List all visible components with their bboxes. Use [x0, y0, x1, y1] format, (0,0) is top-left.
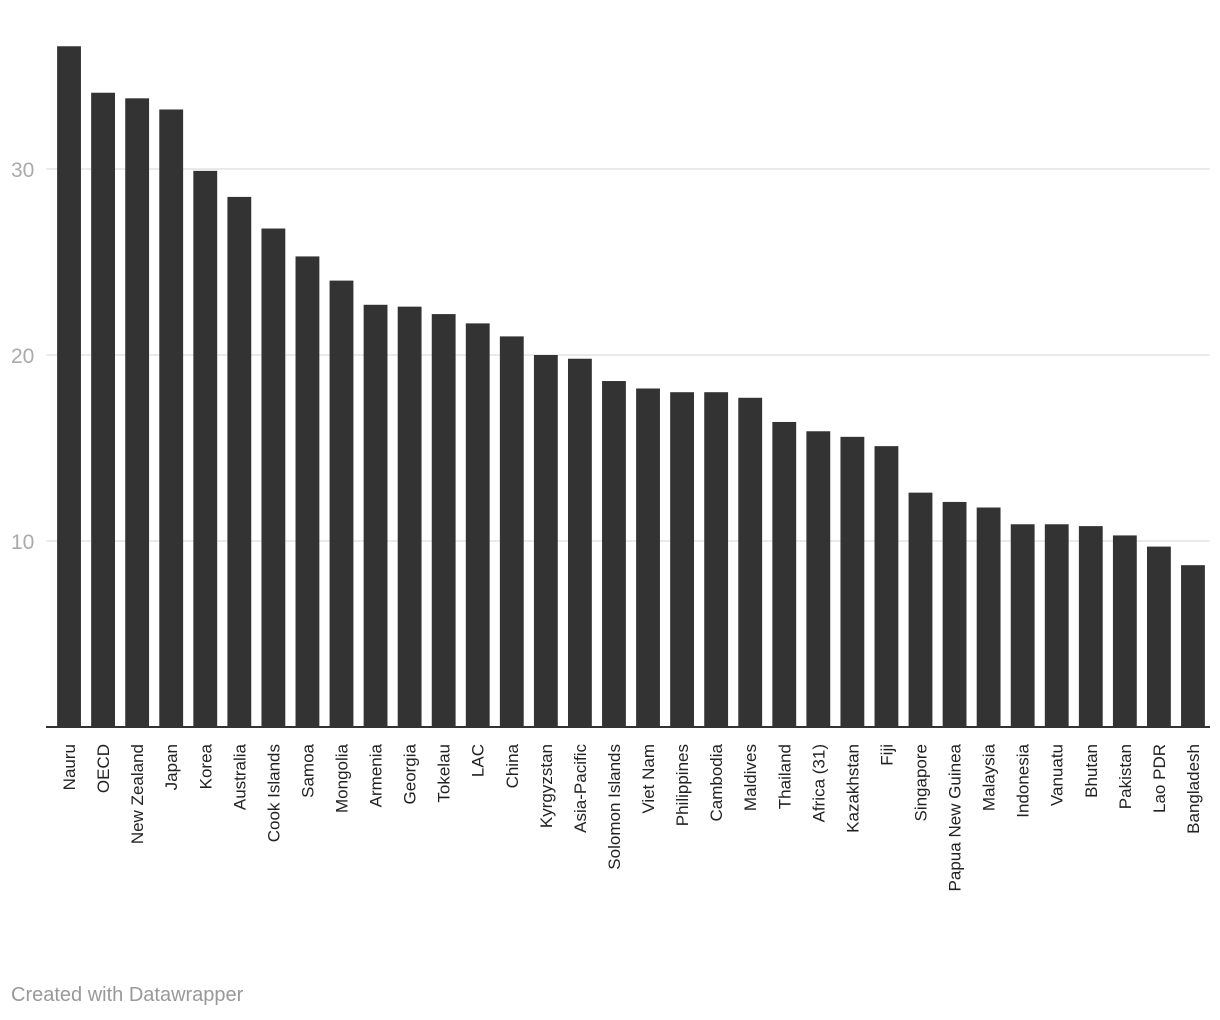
x-tick-label: Indonesia: [1014, 743, 1033, 817]
bar-armenia: [363, 304, 388, 727]
x-tick-label: Samoa: [298, 743, 317, 797]
x-tick-label: Mongolia: [333, 743, 352, 813]
bar-china: [499, 336, 524, 727]
bar-georgia: [397, 306, 422, 727]
bar-lao-pdr: [1146, 546, 1171, 727]
x-tick-label: Thailand: [775, 744, 794, 809]
bar-samoa: [295, 256, 320, 727]
bar-bhutan: [1078, 526, 1103, 727]
y-tick-label: 30: [11, 159, 34, 182]
bar-maldives: [738, 397, 763, 727]
y-tick-label: 10: [11, 531, 34, 554]
bar-australia: [227, 196, 252, 727]
bar-indonesia: [1010, 524, 1035, 727]
bar-asia-pacific: [567, 358, 592, 727]
x-tick-label: Singapore: [912, 744, 931, 822]
bar-kazakhstan: [840, 436, 865, 727]
bar-solomon-islands: [602, 381, 626, 727]
bar-chart: 10 20 30 Nauru OECD New Zealand Japan Korea Aus…: [11, 46, 1210, 891]
x-tick-label: Fiji: [877, 744, 896, 766]
x-tick-label: LAC: [469, 744, 488, 777]
bar-philippines: [670, 392, 695, 727]
bar-tokelau: [431, 314, 456, 727]
x-tick-label: Philippines: [673, 744, 692, 826]
bar-lac: [465, 323, 490, 727]
x-tick-label: Lao PDR: [1150, 744, 1169, 813]
x-tick-label: Armenia: [367, 743, 386, 807]
bar-africa-31: [806, 431, 831, 727]
bar-fiji: [874, 446, 899, 727]
x-tick-label: Vanuatu: [1048, 744, 1067, 806]
bar-mongolia: [329, 280, 354, 727]
x-tick-label: Kyrgyzstan: [537, 744, 556, 828]
bar-nauru: [57, 46, 81, 728]
x-tick-label: Korea: [196, 743, 215, 789]
bar-korea: [193, 170, 218, 728]
x-tick-label: Kazakhstan: [843, 744, 862, 833]
x-tick-label: China: [503, 743, 522, 788]
bar-malaysia: [976, 507, 1001, 727]
bar-bangladesh: [1181, 565, 1205, 727]
y-tick-label: 20: [11, 345, 34, 368]
x-tick-label: Africa (31): [809, 744, 828, 822]
x-tick-label: Papua New Guinea: [946, 743, 965, 891]
bar-pakistan: [1112, 535, 1137, 727]
x-tick-label: OECD: [94, 744, 113, 793]
x-tick-label: Viet Nam: [639, 744, 658, 814]
x-tick-label: Japan: [162, 744, 181, 790]
bar-oecd: [91, 92, 116, 728]
bar-new-zealand: [125, 98, 150, 727]
category-labels: Nauru OECD New Zealand Japan Korea Australia C…: [60, 743, 1203, 891]
bar-cambodia: [704, 392, 729, 727]
bars: [57, 46, 1205, 728]
bar-cook-islands: [261, 228, 286, 727]
bar-vanuatu: [1044, 524, 1069, 727]
x-tick-label: New Zealand: [128, 744, 147, 844]
bar-papua-new-guinea: [942, 501, 967, 727]
x-tick-label: Cook Islands: [264, 744, 283, 842]
x-tick-label: Bhutan: [1082, 744, 1101, 798]
bar-singapore: [908, 492, 933, 727]
x-tick-label: Asia-Pacific: [571, 744, 590, 833]
x-tick-label: Nauru: [60, 744, 79, 790]
x-tick-label: Maldives: [741, 744, 760, 811]
x-tick-label: Malaysia: [980, 743, 999, 811]
bar-kyrgyzstan: [533, 355, 558, 727]
x-tick-label: Cambodia: [707, 743, 726, 821]
x-tick-label: Pakistan: [1116, 744, 1135, 809]
bar-thailand: [772, 421, 797, 727]
x-tick-label: Solomon Islands: [605, 744, 624, 870]
bar-japan: [159, 109, 184, 728]
x-tick-label: Tokelau: [435, 744, 454, 803]
credit-text: Created with Datawrapper: [11, 984, 244, 1006]
x-tick-label: Georgia: [401, 743, 420, 804]
bar-viet-nam: [636, 388, 660, 727]
x-tick-label: Bangladesh: [1184, 744, 1203, 834]
x-tick-label: Australia: [230, 743, 249, 810]
